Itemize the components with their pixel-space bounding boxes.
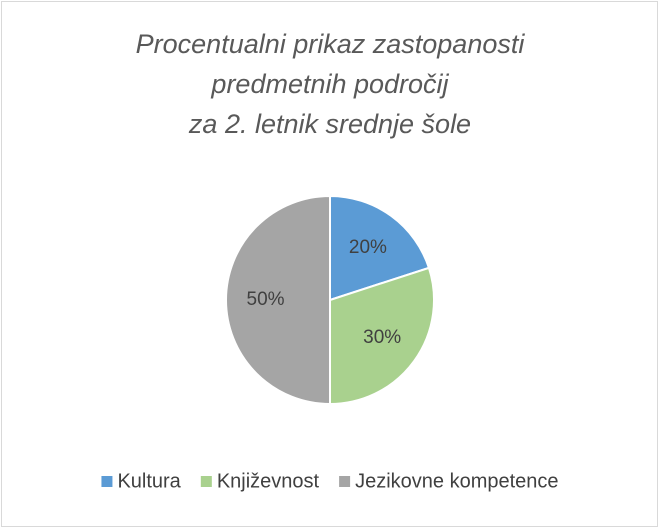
- pie-slice: [329, 194, 431, 302]
- legend-label: Jezikovne kompetence: [355, 470, 558, 492]
- legend-swatch: [200, 476, 212, 487]
- chart-title: Procentualni prikaz zastopanosti: [136, 29, 526, 59]
- pie-slice: [329, 266, 435, 406]
- chart-title: predmetnih področij: [210, 69, 449, 99]
- data-label: 20%: [349, 237, 387, 258]
- pie-slice: [225, 194, 331, 406]
- chart-title: za 2. letnik srednje šole: [188, 109, 471, 139]
- data-label: 50%: [247, 289, 285, 310]
- data-label: 30%: [363, 327, 401, 348]
- legend-swatch: [339, 476, 351, 487]
- legend-label: Kultura: [117, 470, 181, 492]
- legend-label: Književnost: [217, 470, 320, 492]
- legend-swatch: [101, 476, 113, 487]
